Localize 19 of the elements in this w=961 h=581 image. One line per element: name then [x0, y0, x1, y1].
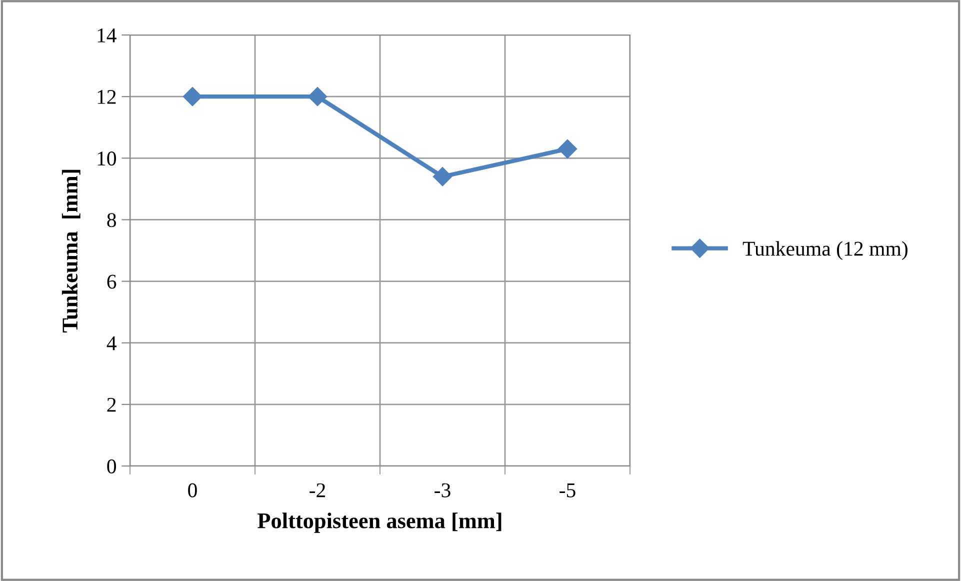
y-axis-title: Tunkeuma [mm]	[62, 170, 80, 332]
y-tick-label: 2	[107, 398, 116, 412]
point	[558, 139, 578, 158]
y-tick-label: 10	[98, 152, 116, 166]
x-tick-label: -2	[310, 483, 326, 498]
y-tick-label: 12	[98, 90, 116, 104]
legend-label: Tunkeuma (12 mm)	[742, 241, 908, 260]
point	[432, 167, 452, 186]
y-tick-label: 8	[107, 213, 116, 228]
y-tick-label: 4	[106, 336, 116, 350]
point	[308, 87, 328, 106]
point	[182, 87, 202, 106]
x-tick-label: 0	[188, 483, 197, 498]
x-tick-label: -5	[560, 483, 576, 498]
x-tick-label: -3	[434, 483, 450, 498]
y-tick-label: 14	[98, 28, 116, 42]
y-tick-label: 6	[107, 274, 116, 289]
x-axis-title: Polttopisteen asema [mm]	[258, 512, 502, 533]
y-tick-label: 0	[107, 459, 116, 474]
